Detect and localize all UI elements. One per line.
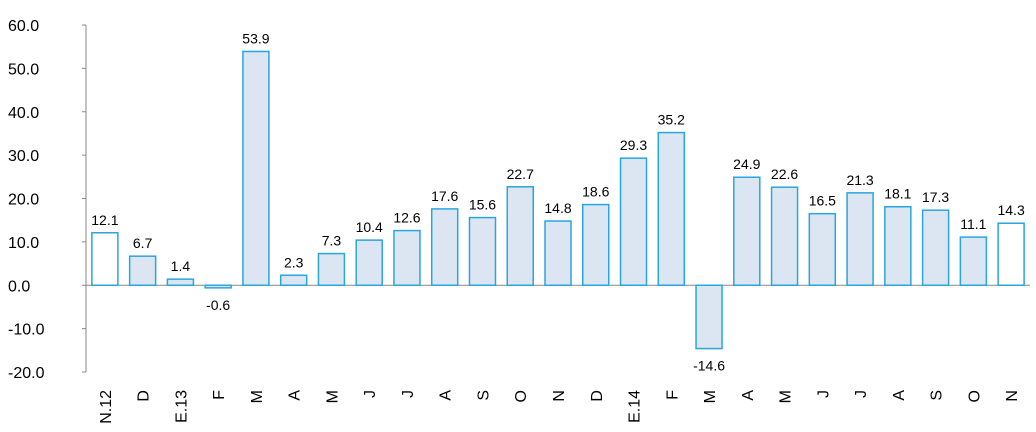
bar: [997, 222, 1025, 287]
bar: [166, 278, 195, 286]
x-tick-label: D: [136, 390, 153, 402]
bar: [430, 208, 459, 286]
x-tick-label: F: [664, 390, 681, 400]
bar: [884, 205, 912, 287]
x-tick-label: N.12: [98, 390, 115, 424]
y-tick-label: 60.0: [8, 18, 39, 35]
y-tick-label: 50.0: [8, 61, 39, 78]
bar: [204, 284, 232, 289]
data-label: 11.1: [960, 216, 986, 232]
x-tick-label: J: [815, 390, 832, 398]
x-tick-label: S: [475, 390, 492, 401]
data-label: 15.6: [469, 197, 496, 213]
y-tick-label: 30.0: [8, 148, 39, 165]
y-tick-label: 10.0: [8, 235, 39, 252]
x-tick-label: D: [589, 390, 606, 402]
bar: [242, 50, 270, 286]
data-label: 14.3: [997, 202, 1024, 218]
data-label: -0.6: [206, 297, 230, 313]
x-tick-label: M: [324, 390, 341, 403]
x-tick-label: A: [438, 390, 455, 401]
bar: [544, 220, 572, 286]
bar: [279, 274, 308, 286]
x-tick-label: M: [249, 390, 266, 403]
data-label: 17.3: [922, 189, 949, 205]
y-tick-label: 40.0: [8, 105, 39, 122]
data-label: 24.9: [733, 156, 760, 172]
bar: [733, 176, 761, 286]
x-tick-label: J: [362, 390, 379, 398]
data-label: 14.8: [544, 200, 571, 216]
x-tick-label: E.13: [173, 390, 190, 423]
data-label: 16.5: [809, 193, 836, 209]
data-label: 12.1: [91, 212, 118, 228]
bar: [657, 131, 686, 286]
x-tick-label: J: [400, 390, 417, 398]
bar: [393, 229, 421, 287]
bar: [506, 186, 534, 287]
bar: [808, 212, 837, 286]
data-label: 29.3: [620, 137, 647, 153]
data-label: 35.2: [658, 112, 685, 128]
y-tick-label: -20.0: [8, 365, 45, 382]
data-label: 2.3: [284, 254, 304, 270]
data-label: 22.7: [507, 166, 534, 182]
data-label: 53.9: [242, 30, 269, 46]
bar: [846, 192, 874, 286]
x-tick-label: A: [740, 390, 757, 401]
bar: [317, 252, 346, 286]
data-label: 18.1: [884, 186, 911, 202]
x-tick-label: N: [1004, 390, 1021, 402]
bar: [959, 236, 988, 286]
x-tick-label: O: [966, 390, 983, 402]
data-label: 1.4: [171, 258, 191, 274]
y-tick-label: -10.0: [8, 322, 45, 339]
x-tick-label: S: [929, 390, 946, 401]
data-label: -14.6: [693, 358, 725, 374]
x-tick-label: E.14: [627, 390, 644, 423]
x-tick-label: M: [702, 390, 719, 403]
data-label: 6.7: [133, 235, 153, 251]
bar: [582, 203, 610, 286]
data-label: 12.6: [393, 210, 420, 226]
data-label: 18.6: [582, 184, 609, 200]
data-label: 17.6: [431, 188, 458, 204]
bar: [695, 284, 723, 350]
bar: [128, 255, 157, 287]
x-tick-label: J: [853, 390, 870, 398]
data-label: 7.3: [322, 233, 342, 249]
x-tick-label: O: [513, 390, 530, 402]
bar: [921, 209, 950, 286]
data-label: 22.6: [771, 166, 798, 182]
x-tick-label: N: [551, 390, 568, 402]
bar: [468, 216, 497, 287]
bar: [770, 186, 799, 286]
y-tick-label: 0.0: [8, 278, 30, 295]
x-tick-label: A: [891, 390, 908, 401]
x-tick-label: A: [287, 390, 304, 401]
x-tick-label: M: [778, 390, 795, 403]
bar: [91, 232, 119, 286]
data-label: 21.3: [846, 172, 873, 188]
data-label: 10.4: [356, 219, 383, 235]
bar: [355, 239, 383, 286]
bar: [619, 157, 648, 287]
y-tick-label: 20.0: [8, 192, 39, 209]
x-tick-label: F: [211, 390, 228, 400]
